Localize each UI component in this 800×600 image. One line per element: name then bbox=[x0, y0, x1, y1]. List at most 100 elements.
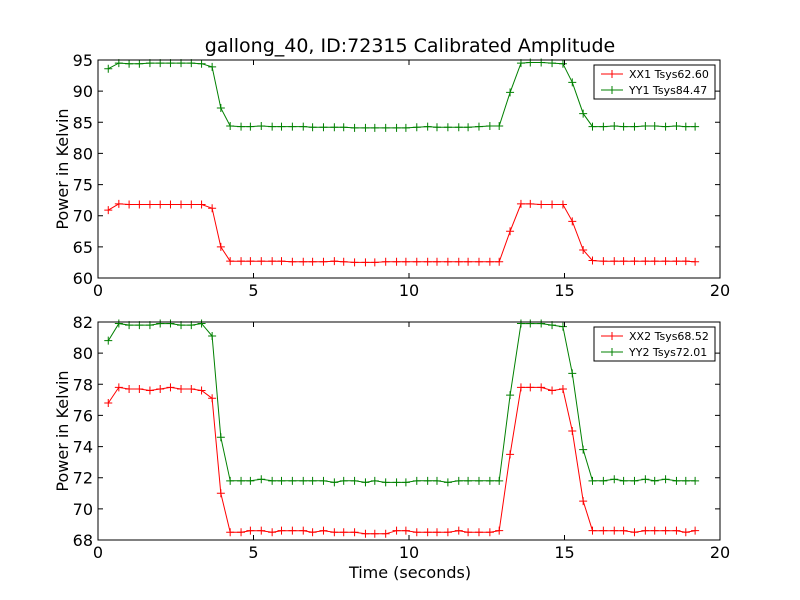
y-tick-label: 72 bbox=[73, 469, 93, 488]
data-point bbox=[288, 257, 297, 266]
data-point bbox=[630, 257, 639, 266]
data-point bbox=[454, 123, 463, 132]
data-point bbox=[588, 122, 597, 131]
data-point bbox=[474, 257, 483, 266]
data-point bbox=[216, 103, 225, 112]
data-point bbox=[610, 122, 619, 131]
data-point bbox=[412, 257, 421, 266]
data-point bbox=[691, 122, 700, 131]
data-point bbox=[257, 475, 266, 484]
data-point bbox=[568, 369, 577, 378]
data-point bbox=[432, 528, 441, 537]
data-point bbox=[599, 526, 608, 535]
data-point bbox=[506, 391, 515, 400]
data-point bbox=[308, 476, 317, 485]
data-point bbox=[641, 257, 650, 266]
data-point bbox=[619, 476, 628, 485]
data-point bbox=[412, 476, 421, 485]
data-point bbox=[308, 257, 317, 266]
data-point bbox=[277, 257, 286, 266]
data-point bbox=[401, 123, 410, 132]
data-point bbox=[277, 526, 286, 535]
data-point bbox=[226, 122, 235, 131]
data-point bbox=[135, 59, 144, 68]
data-point bbox=[558, 384, 567, 393]
data-point bbox=[330, 528, 339, 537]
data-point bbox=[485, 257, 494, 266]
data-point bbox=[630, 476, 639, 485]
x-tick-label: 5 bbox=[248, 543, 258, 562]
data-point bbox=[672, 122, 681, 131]
series-line-2 bbox=[107, 323, 696, 483]
y-tick-label: 74 bbox=[73, 438, 93, 457]
data-point bbox=[681, 122, 690, 131]
data-point bbox=[579, 445, 588, 454]
data-point bbox=[641, 475, 650, 484]
data-point bbox=[681, 476, 690, 485]
data-point bbox=[208, 394, 217, 403]
data-point bbox=[495, 526, 504, 535]
data-point bbox=[226, 476, 235, 485]
data-point bbox=[370, 258, 379, 267]
data-point bbox=[506, 88, 515, 97]
data-point bbox=[135, 200, 144, 209]
data-point bbox=[650, 257, 659, 266]
data-point bbox=[277, 476, 286, 485]
data-point bbox=[432, 257, 441, 266]
data-point bbox=[661, 122, 670, 131]
y-tick-label: 85 bbox=[73, 113, 93, 132]
data-point bbox=[495, 257, 504, 266]
data-point bbox=[454, 476, 463, 485]
data-point bbox=[568, 427, 577, 435]
y-tick-label: 80 bbox=[73, 344, 93, 363]
data-point bbox=[268, 257, 277, 266]
legend-label: XX2 Tsys68.52 bbox=[629, 330, 709, 343]
y-tick-label: 70 bbox=[73, 500, 93, 519]
data-point bbox=[401, 478, 410, 487]
data-point bbox=[568, 78, 577, 87]
data-point bbox=[330, 257, 339, 266]
data-point bbox=[339, 476, 348, 485]
data-point bbox=[319, 526, 328, 535]
x-tick-label: 20 bbox=[710, 281, 730, 300]
x-tick-label: 0 bbox=[93, 543, 103, 562]
data-point bbox=[619, 257, 628, 266]
data-point bbox=[104, 64, 113, 73]
data-point bbox=[537, 319, 546, 328]
data-point bbox=[208, 62, 217, 71]
data-point bbox=[641, 122, 650, 131]
data-point bbox=[485, 122, 494, 131]
data-point bbox=[443, 478, 452, 487]
data-point bbox=[412, 123, 421, 132]
top-panel: 0 5 10 15 20 60 65 70 75 80 85 90 95 Power in Kelvin X… bbox=[53, 51, 730, 300]
x-axis-label: Time (seconds) bbox=[348, 563, 471, 582]
data-point bbox=[268, 528, 277, 537]
y-tick-label: 76 bbox=[73, 406, 93, 425]
data-point bbox=[156, 384, 165, 393]
data-point bbox=[288, 122, 297, 131]
data-point bbox=[650, 476, 659, 485]
data-point bbox=[166, 319, 175, 328]
data-point bbox=[308, 528, 317, 537]
data-point bbox=[350, 476, 359, 485]
x-tick-label: 15 bbox=[554, 281, 574, 300]
data-point bbox=[277, 122, 286, 131]
data-point bbox=[381, 529, 390, 538]
y-tick-label: 75 bbox=[73, 176, 93, 195]
legend-label: YY2 Tsys72.01 bbox=[628, 346, 707, 359]
legend-box bbox=[593, 64, 716, 100]
data-point bbox=[370, 476, 379, 485]
data-point bbox=[464, 528, 473, 537]
data-point bbox=[495, 122, 504, 131]
y-tick-label: 80 bbox=[73, 144, 93, 163]
data-point bbox=[299, 122, 308, 131]
legend-label: XX1 Tsys62.60 bbox=[629, 68, 709, 81]
data-point bbox=[474, 528, 483, 537]
data-point bbox=[246, 122, 255, 131]
data-point bbox=[579, 497, 588, 506]
x-tick-label: 0 bbox=[93, 281, 103, 300]
data-point bbox=[526, 319, 535, 328]
x-tick-label: 20 bbox=[710, 543, 730, 562]
data-point bbox=[246, 257, 255, 266]
